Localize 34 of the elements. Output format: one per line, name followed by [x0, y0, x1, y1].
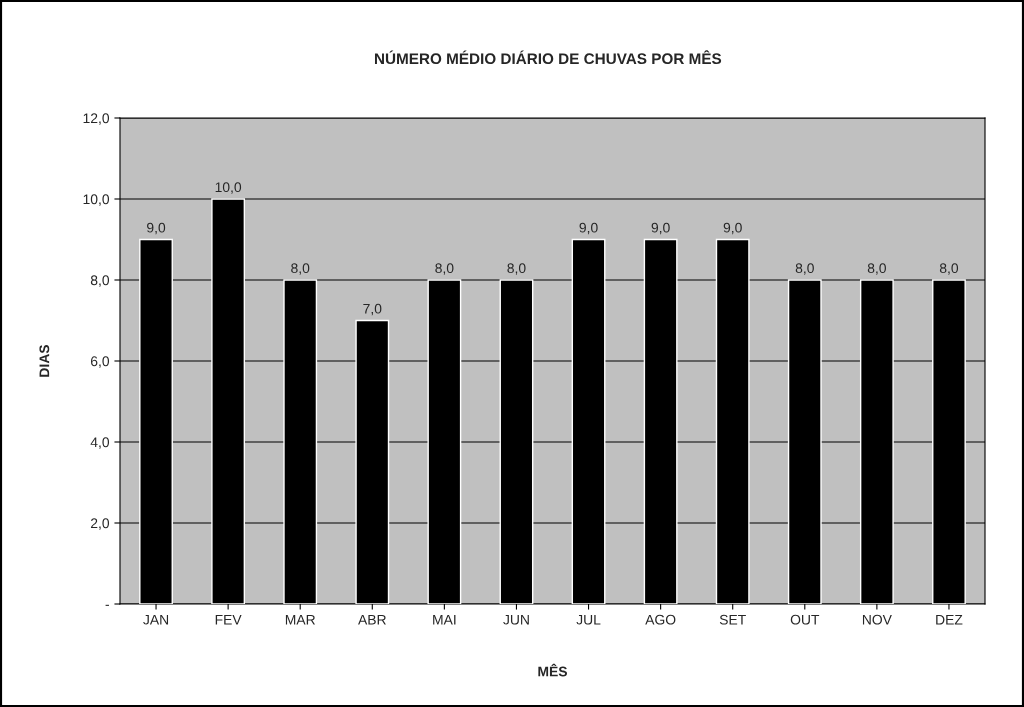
x-tick-label: MAI — [433, 614, 456, 625]
data-label: 9,0 — [723, 222, 742, 235]
data-label: 8,0 — [867, 263, 886, 275]
data-label: 10,0 — [215, 182, 242, 194]
data-label: 9,0 — [579, 222, 598, 235]
y-tick-label: 8,0 — [90, 275, 110, 287]
y-tick-label: 10,0 — [83, 194, 110, 206]
x-tick-label: ABR — [358, 614, 386, 625]
x-tick-label: NOV — [862, 614, 892, 625]
x-tick-label: SET — [719, 614, 746, 625]
x-tick-label: OUT — [790, 614, 820, 625]
data-label: 8,0 — [939, 263, 959, 275]
y-tick-label: 4,0 — [90, 437, 110, 449]
x-tick-label: MAR — [285, 614, 315, 625]
x-tick-label: JUN — [503, 614, 529, 625]
data-label: 8,0 — [435, 263, 454, 275]
x-tick-label: JAN — [143, 614, 169, 625]
chart-title: NÚMERO MÉDIO DIÁRIO DE CHUVAS POR MÊS — [374, 50, 722, 65]
data-label: 8,0 — [291, 263, 310, 275]
x-tick-label: DEZ — [936, 614, 963, 625]
data-label: 7,0 — [363, 303, 382, 316]
y-tick-label: 6,0 — [90, 356, 110, 368]
y-tick-label: - — [105, 604, 109, 606]
y-tick-label: 2,0 — [90, 518, 110, 530]
y-tick-label: 12,0 — [83, 113, 110, 125]
data-label: 9,0 — [651, 222, 670, 235]
x-tick-label: FEV — [215, 614, 242, 625]
data-label: 9,0 — [147, 222, 166, 235]
x-tick-label: JUL — [576, 614, 601, 625]
data-label: 8,0 — [507, 263, 526, 275]
x-axis-title: MÊS — [538, 663, 568, 677]
y-axis-title: DIAS — [39, 344, 50, 377]
x-tick-label: AGO — [645, 614, 676, 625]
data-label: 8,0 — [795, 263, 814, 275]
